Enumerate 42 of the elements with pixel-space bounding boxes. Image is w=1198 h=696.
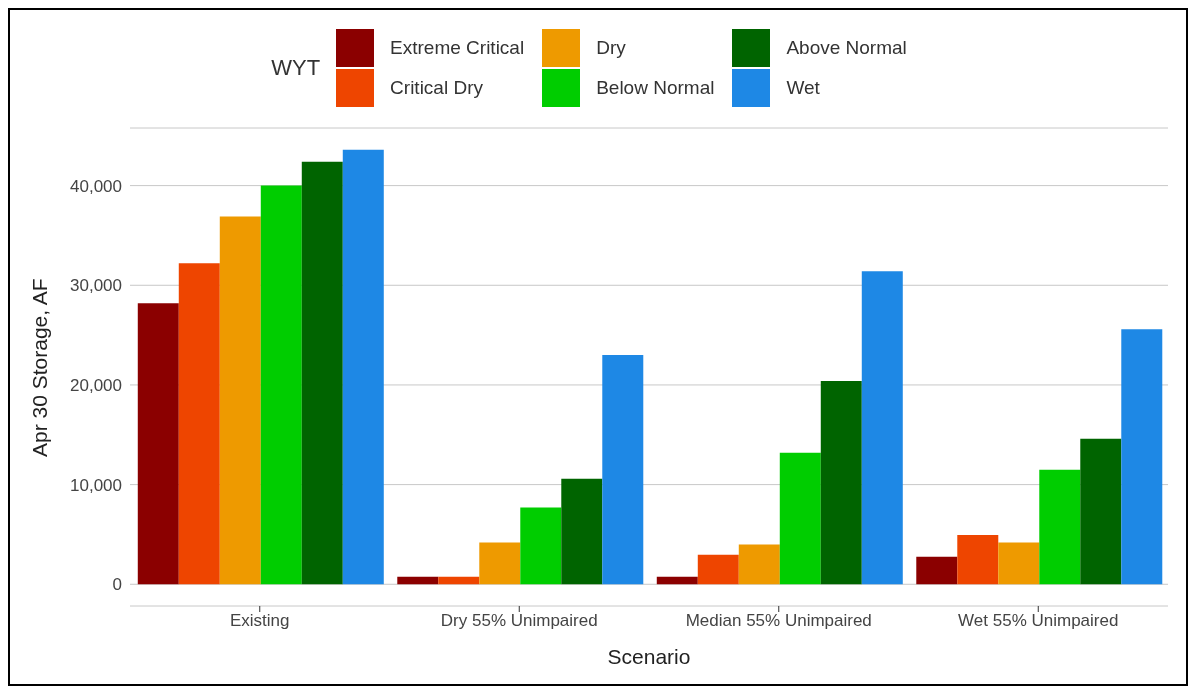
bar [137,303,179,585]
legend-label: Above Normal [786,37,907,59]
bar [1080,438,1122,585]
bar [957,534,999,585]
bar [779,452,821,585]
legend-label: Wet [786,77,820,99]
bar [1121,329,1163,585]
bar [697,554,739,585]
legend-label: Below Normal [596,77,715,99]
bar [561,478,603,585]
bar [219,216,261,585]
y-tick-label: 10,000 [70,475,122,495]
x-tick-label: Wet 55% Unimpaired [958,611,1119,631]
bar [260,185,302,585]
bar [301,161,343,585]
bar [1039,469,1081,585]
y-tick-label: 30,000 [70,276,122,296]
bar [438,576,480,585]
legend-label: Extreme Critical [390,37,525,59]
y-tick-label: 20,000 [70,375,122,395]
x-tick-label: Median 55% Unimpaired [685,611,872,631]
bar [738,544,780,585]
x-axis-title: Scenario [607,645,691,668]
bar [342,149,384,585]
x-tick-label: Existing [229,611,290,631]
bar [520,507,562,585]
legend-label: Critical Dry [390,77,483,99]
y-tick-label: 40,000 [70,176,122,196]
legend-title: WYT [271,55,321,81]
bar [656,576,698,585]
legend-label: Dry [596,37,626,59]
bar [479,542,521,585]
bar [602,355,644,585]
bar [916,556,958,585]
bar [397,576,439,585]
y-tick-label: 0 [112,575,122,595]
x-tick-label: Dry 55% Unimpaired [440,611,598,631]
bar [861,271,903,585]
bar [820,380,862,585]
bar [998,542,1040,585]
y-axis-title: Apr 30 Storage, AF [28,278,52,457]
bar [178,263,220,585]
